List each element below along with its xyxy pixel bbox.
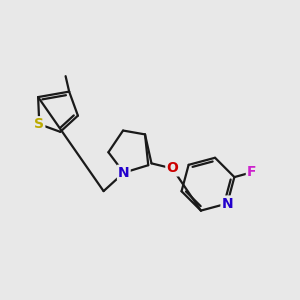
Text: N: N <box>221 196 233 211</box>
Text: F: F <box>247 165 256 179</box>
Text: N: N <box>118 166 130 180</box>
Text: O: O <box>167 161 178 176</box>
Text: S: S <box>34 117 44 131</box>
